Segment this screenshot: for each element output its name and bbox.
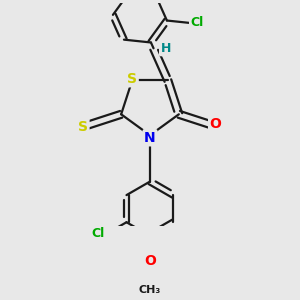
- Text: Cl: Cl: [190, 16, 204, 29]
- Text: O: O: [210, 117, 221, 131]
- Text: O: O: [144, 254, 156, 268]
- Text: S: S: [78, 120, 88, 134]
- Text: S: S: [127, 72, 137, 86]
- Text: H: H: [160, 42, 171, 55]
- Text: N: N: [144, 131, 156, 145]
- Text: CH₃: CH₃: [139, 285, 161, 295]
- Text: Cl: Cl: [91, 227, 104, 240]
